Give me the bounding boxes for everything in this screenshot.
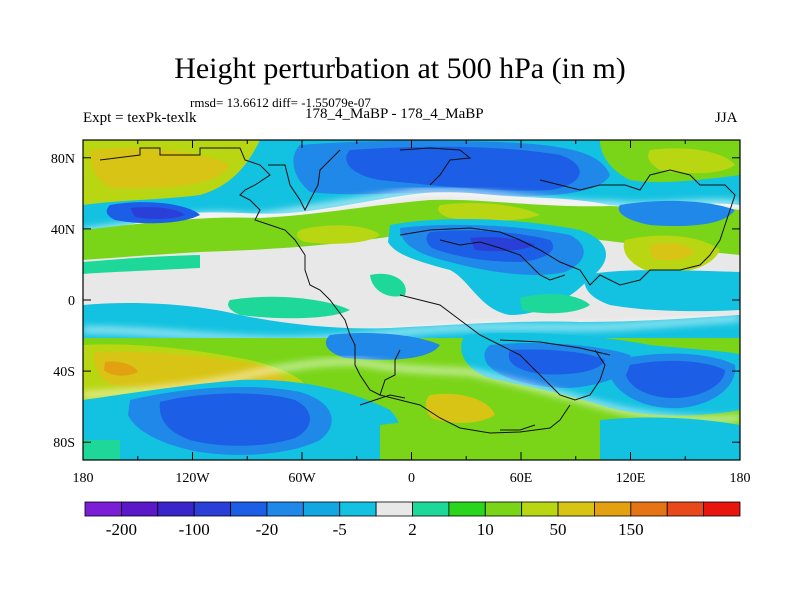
colorbar-swatch: [412, 501, 450, 517]
colorbar-label: -200: [106, 520, 137, 539]
chart-title: Height perturbation at 500 hPa (in m): [174, 52, 626, 85]
colorbar-swatch: [703, 501, 741, 517]
y-tick-label: 40N: [51, 223, 75, 238]
colorbar-swatch: [84, 501, 122, 517]
y-axis-labels: 80N 40N 0 40S 80S: [51, 152, 75, 451]
colorbar-label: 10: [477, 520, 494, 539]
colorbar: [84, 501, 741, 517]
y-tick-label: 0: [68, 294, 75, 309]
x-tick-label: 120W: [175, 471, 210, 486]
colorbar-swatch: [157, 501, 195, 517]
colorbar-label: 2: [408, 520, 417, 539]
colorbar-swatch: [375, 501, 413, 517]
x-tick-label: 0: [408, 471, 415, 486]
colorbar-label: -20: [256, 520, 279, 539]
colorbar-swatch: [448, 501, 486, 517]
colorbar-swatch: [266, 501, 304, 517]
colorbar-label: -5: [333, 520, 347, 539]
x-tick-label: 120E: [616, 471, 646, 486]
y-tick-label: 80S: [53, 436, 75, 451]
x-tick-label: 60W: [288, 471, 316, 486]
y-tick-label: 80N: [51, 152, 75, 167]
colorbar-swatch: [666, 501, 705, 517]
colorbar-label: 50: [550, 520, 567, 539]
colorbar-swatch: [120, 501, 159, 517]
colorbar-swatch: [557, 501, 595, 517]
colorbar-label: -100: [179, 520, 210, 539]
experiment-label: Expt = texPk-texlk: [83, 110, 197, 126]
axis-ticks: [82, 140, 741, 460]
colorbar-swatch: [230, 501, 268, 517]
coastlines: [99, 147, 736, 434]
colorbar-swatch: [484, 501, 523, 517]
colorbar-swatch: [302, 501, 341, 517]
colorbar-swatch: [193, 501, 231, 517]
season-label: JJA: [715, 110, 738, 126]
colorbar-swatch: [594, 501, 632, 517]
colorbar-swatch: [521, 501, 559, 517]
x-axis-labels: 180 120W 60W 0 60E 120E 180: [73, 471, 751, 486]
y-tick-label: 40S: [53, 365, 75, 380]
case-label: 178_4_MaBP - 178_4_MaBP: [305, 106, 484, 122]
x-tick-label: 60E: [510, 471, 533, 486]
colorbar-swatch: [630, 501, 668, 517]
contour-field: [83, 140, 740, 460]
x-tick-label: 180: [73, 471, 94, 486]
colorbar-swatch: [339, 501, 377, 517]
stats-label: rmsd= 13.6612 diff= -1.55079e-07: [190, 95, 371, 110]
colorbar-labels: -200 -100 -20 -5 2 10 50 150: [106, 520, 644, 539]
x-tick-label: 180: [730, 471, 751, 486]
colorbar-label: 150: [618, 520, 644, 539]
